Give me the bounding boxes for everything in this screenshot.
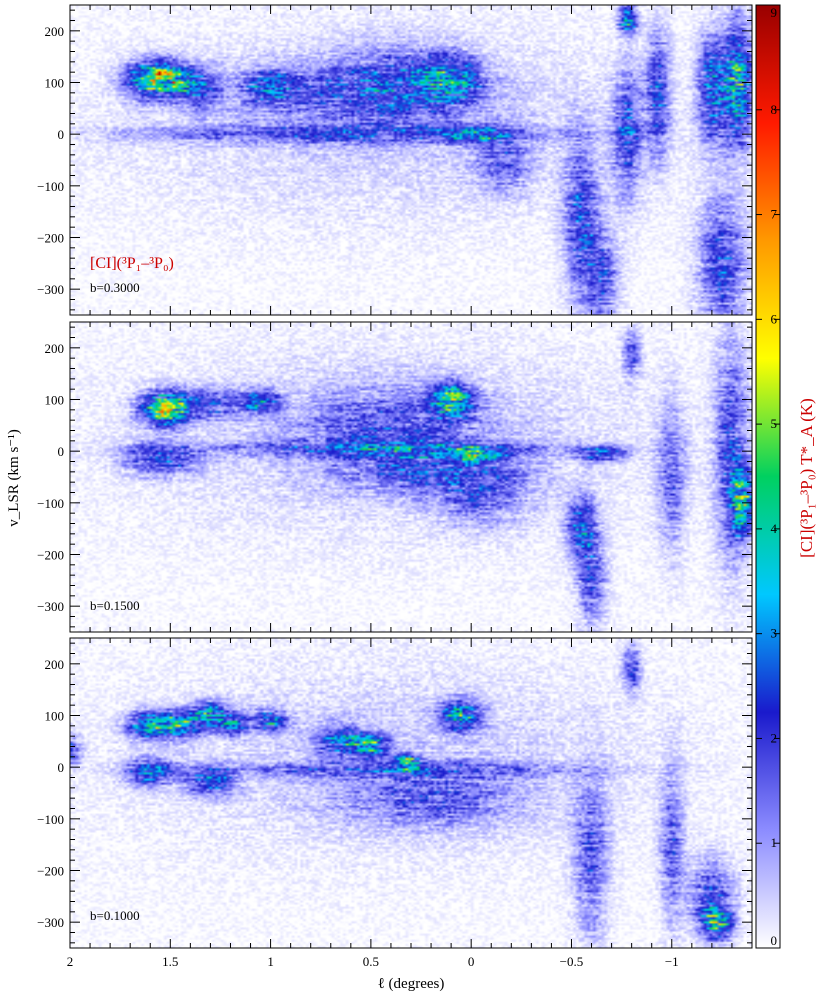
colorbar-tick-label: 3	[771, 626, 778, 641]
y-tick-label: −300	[37, 599, 64, 614]
y-tick-label: −100	[37, 179, 64, 194]
y-axis-title: v_LSR (km s⁻¹)	[6, 429, 22, 526]
heatmap-image	[70, 638, 752, 948]
panel-b-0300: −300 −200 −100 0 100 200 [CI](³P₁–³P₀) b=0.30…	[37, 4, 753, 316]
y-tick-label: 200	[45, 24, 65, 39]
y-tick-label: −300	[37, 915, 64, 930]
colorbar-ticks: 0 1 2 3 4 5 6 7 8 9	[756, 4, 780, 949]
b-label: b=0.1000	[90, 908, 140, 923]
y-tick-label: −200	[37, 864, 64, 879]
y-tick-labels: −300 −200 −100 0 100 200	[37, 341, 64, 614]
panel-ticks	[69, 322, 753, 632]
x-tick-label: 0.5	[363, 954, 379, 969]
colorbar-tick-label: 1	[771, 835, 778, 850]
x-tick-label: 1	[267, 954, 274, 969]
colorbar-tick-label: 5	[771, 416, 778, 431]
y-tick-label: 200	[45, 341, 65, 356]
y-tick-label: 100	[45, 76, 65, 91]
panel-ticks	[69, 5, 753, 315]
y-tick-label: 0	[58, 127, 65, 142]
b-label: b=0.1500	[90, 598, 140, 613]
x-tick-label: −1	[665, 954, 679, 969]
y-tick-label: −200	[37, 548, 64, 563]
y-tick-label: −200	[37, 231, 64, 246]
heatmap-image	[70, 5, 752, 315]
x-tick-label: 2	[67, 954, 74, 969]
x-tick-label: 1.5	[162, 954, 178, 969]
species-label: [CI](³P₁–³P₀)	[90, 255, 174, 272]
x-tick-label: −0.5	[560, 954, 584, 969]
colorbar-tick-label: 9	[771, 5, 778, 20]
colorbar-tick-label: 0	[771, 933, 778, 948]
colorbar-gradient	[755, 4, 781, 949]
colorbar-tick-label: 8	[771, 102, 778, 117]
panel-ticks	[69, 638, 753, 948]
colorbar: 0 1 2 3 4 5 6 7 8 9 [CI](³P₁–³P₀) T*_A (K)	[755, 4, 816, 949]
x-tick-label: 0	[468, 954, 475, 969]
y-tick-label: −100	[37, 496, 64, 511]
y-tick-label: 0	[58, 444, 65, 459]
colorbar-tick-label: 6	[771, 311, 778, 326]
heatmap-image	[70, 322, 752, 632]
x-tick-labels: 2 1.5 1 0.5 0 −0.5 −1	[67, 954, 679, 969]
colorbar-label: [CI](³P₁–³P₀) T*_A (K)	[797, 398, 816, 558]
y-tick-label: 100	[45, 709, 65, 724]
panel-b-0100: −300 −200 −100 0 100 200 b=0.1000	[37, 637, 753, 949]
panel-b-0150: −300 −200 −100 0 100 200 b=0.1500	[37, 321, 753, 633]
y-tick-label: −100	[37, 812, 64, 827]
colorbar-tick-label: 7	[771, 207, 778, 222]
y-tick-label: 200	[45, 657, 65, 672]
y-tick-label: −300	[37, 282, 64, 297]
y-tick-label: 100	[45, 393, 65, 408]
y-tick-labels: −300 −200 −100 0 100 200	[37, 24, 64, 297]
colorbar-tick-label: 2	[771, 730, 778, 745]
x-axis-title: ℓ (degrees)	[378, 976, 445, 992]
colorbar-tick-label: 4	[771, 521, 778, 536]
y-tick-label: 0	[58, 760, 65, 775]
y-tick-labels: −300 −200 −100 0 100 200	[37, 657, 64, 930]
b-label: b=0.3000	[90, 280, 140, 295]
